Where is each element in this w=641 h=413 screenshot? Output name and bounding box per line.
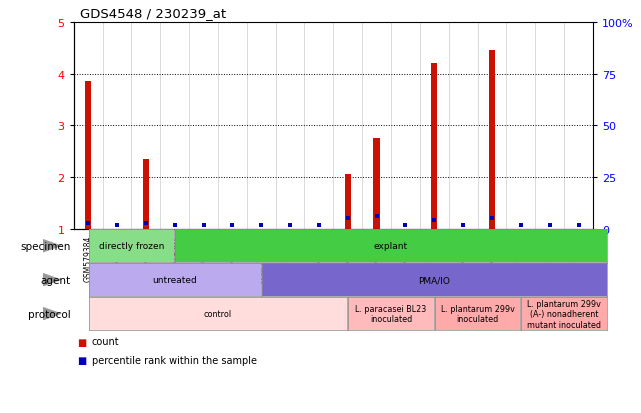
Text: count: count — [92, 336, 119, 346]
Text: L. plantarum 299v
(A-) nonadherent
mutant inoculated: L. plantarum 299v (A-) nonadherent mutan… — [527, 299, 601, 329]
Bar — [345, 175, 351, 229]
Bar — [85, 82, 91, 229]
Text: control: control — [204, 309, 232, 318]
Text: GDS4548 / 230239_at: GDS4548 / 230239_at — [80, 7, 226, 20]
Text: explant: explant — [374, 242, 408, 251]
Text: untreated: untreated — [153, 275, 197, 285]
Text: L. plantarum 299v
inoculated: L. plantarum 299v inoculated — [440, 304, 515, 323]
Text: directly frozen: directly frozen — [99, 242, 164, 251]
Text: ■: ■ — [77, 356, 86, 366]
Text: percentile rank within the sample: percentile rank within the sample — [92, 355, 256, 365]
Polygon shape — [43, 307, 62, 320]
Text: agent: agent — [40, 275, 71, 285]
Bar — [431, 64, 437, 229]
Text: L. paracasei BL23
inoculated: L. paracasei BL23 inoculated — [355, 304, 427, 323]
Polygon shape — [43, 273, 62, 287]
Text: specimen: specimen — [20, 241, 71, 251]
Text: PMA/IO: PMA/IO — [419, 275, 450, 285]
Bar — [143, 159, 149, 229]
Bar — [374, 139, 379, 229]
Polygon shape — [43, 240, 62, 253]
Bar — [489, 51, 495, 229]
Text: protocol: protocol — [28, 309, 71, 319]
Text: ■: ■ — [77, 337, 86, 347]
